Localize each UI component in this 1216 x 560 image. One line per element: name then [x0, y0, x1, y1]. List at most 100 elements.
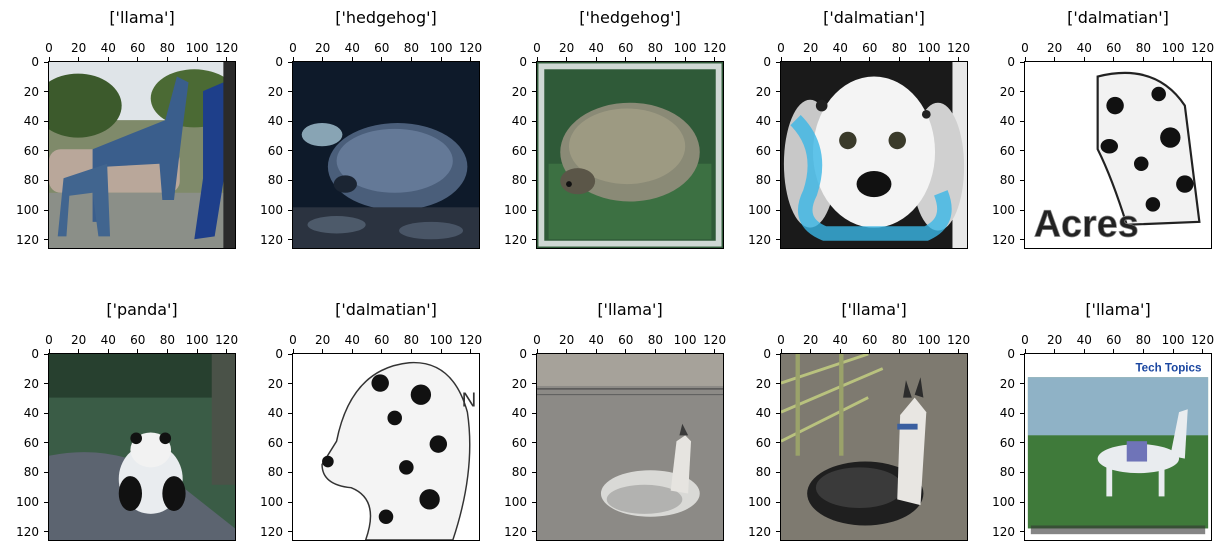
- y-tick-mark: [776, 353, 781, 355]
- y-tick-mark: [776, 383, 781, 385]
- y-tick-label: 20: [511, 376, 527, 391]
- x-tick-mark: [1083, 349, 1085, 354]
- y-tick-mark: [532, 412, 537, 414]
- y-tick-label: 0: [1007, 55, 1015, 69]
- x-tick-label: 0: [45, 41, 53, 55]
- x-tick-label: 20: [314, 333, 331, 347]
- y-tick-label: 40: [755, 406, 771, 421]
- y-tick-mark: [1020, 179, 1025, 181]
- x-tick-mark: [351, 349, 353, 354]
- x-tick-mark: [780, 57, 782, 62]
- y-tick-mark: [288, 239, 293, 241]
- x-tick-mark: [839, 349, 841, 354]
- y-tick-mark: [532, 209, 537, 211]
- subplot-title: ['panda']: [106, 300, 178, 319]
- x-tick-mark: [928, 57, 930, 62]
- subplot-panel: ['panda'] 0 20 40 60 80 100 120 0 20 40 60 80 100 120: [0, 292, 244, 560]
- y-tick-label: 100: [748, 203, 771, 218]
- y-tick-label: 100: [260, 495, 283, 510]
- subplot-title: ['dalmatian']: [335, 300, 437, 319]
- y-tick-mark: [288, 91, 293, 93]
- svg-text:N: N: [462, 389, 477, 411]
- x-tick-label: 0: [45, 333, 53, 347]
- x-tick-mark: [958, 349, 960, 354]
- y-tick-mark: [1020, 442, 1025, 444]
- y-tick-mark: [532, 239, 537, 241]
- subplot-title: ['dalmatian']: [823, 8, 925, 27]
- y-tick-mark: [1020, 383, 1025, 385]
- x-tick-label: 100: [917, 333, 941, 347]
- y-tick-label: 80: [755, 465, 771, 480]
- x-tick-mark: [684, 349, 686, 354]
- y-tick-mark: [776, 209, 781, 211]
- x-tick-label: 40: [832, 333, 848, 347]
- x-tick-mark: [226, 349, 228, 354]
- y-tick-label: 0: [275, 347, 283, 361]
- y-tick-label: 120: [992, 524, 1015, 539]
- y-tick-mark: [532, 61, 537, 63]
- y-tick-mark: [44, 209, 49, 211]
- x-tick-mark: [351, 57, 353, 62]
- y-tick-mark: [44, 442, 49, 444]
- x-tick-mark: [440, 57, 442, 62]
- y-tick-mark: [532, 531, 537, 533]
- x-tick-label: 100: [429, 333, 453, 347]
- x-tick-mark: [78, 349, 80, 354]
- y-tick-mark: [776, 501, 781, 503]
- y-tick-mark: [44, 471, 49, 473]
- y-tick-label: 80: [267, 173, 283, 188]
- x-tick-label: 80: [159, 41, 176, 55]
- subplot-panel: ['dalmatian'] 0 20 40 60 80 100 120 0 20 40 60 80 10…: [732, 0, 976, 268]
- x-tick-mark: [780, 349, 782, 354]
- y-tick-label: 80: [511, 465, 527, 480]
- y-tick-mark: [776, 150, 781, 152]
- y-tick-mark: [288, 61, 293, 63]
- y-tick-mark: [44, 412, 49, 414]
- y-tick-mark: [776, 471, 781, 473]
- x-tick-label: 0: [533, 41, 541, 55]
- x-tick-mark: [958, 57, 960, 62]
- y-tick-label: 120: [992, 232, 1015, 247]
- x-tick-label: 100: [917, 41, 941, 55]
- image-axes: 0 20 40 60 80 100 120 0 20 40 60 80 100 120: [504, 334, 726, 541]
- x-tick-mark: [810, 349, 812, 354]
- x-tick-label: 120: [703, 41, 727, 55]
- subplot-title: ['llama']: [109, 8, 175, 27]
- x-tick-mark: [654, 349, 656, 354]
- y-tick-mark: [1020, 209, 1025, 211]
- x-tick-label: 80: [1135, 41, 1152, 55]
- y-tick-mark: [44, 531, 49, 533]
- y-tick-label: 40: [511, 114, 527, 129]
- y-tick-mark: [288, 150, 293, 152]
- subplot-panel: ['llama'] 0 20 40 60 80 100 120 0 20 40 60 80 100 120: [488, 292, 732, 560]
- y-tick-mark: [532, 501, 537, 503]
- image-axes: 0 20 40 60 80 100 120 0 20 40 60 80 100 120: [260, 42, 482, 249]
- y-tick-mark: [44, 501, 49, 503]
- y-tick-mark: [532, 353, 537, 355]
- y-tick-label: 0: [763, 347, 771, 361]
- y-tick-label: 120: [748, 524, 771, 539]
- image-grid: ['llama'] 0 20 40 60 80 100 120 0 20 40 60 80 100 120…: [16, 0, 1214, 541]
- x-tick-label: 0: [533, 333, 541, 347]
- x-tick-label: 40: [100, 41, 116, 55]
- y-tick-label: 40: [511, 406, 527, 421]
- sample-image: [49, 62, 235, 248]
- x-tick-mark: [48, 57, 50, 62]
- x-tick-label: 40: [832, 41, 848, 55]
- x-tick-mark: [1202, 349, 1204, 354]
- y-tick-label: 0: [275, 55, 283, 69]
- y-tick-mark: [776, 239, 781, 241]
- subplot-panel: ['llama'] 0 20 40 60 80 100 120 0 20 40 60 80 100 120: [732, 292, 976, 560]
- x-tick-label: 40: [1076, 333, 1092, 347]
- y-tick-label: 60: [755, 143, 771, 158]
- y-tick-mark: [776, 120, 781, 122]
- x-tick-mark: [48, 349, 50, 354]
- x-tick-mark: [625, 349, 627, 354]
- sample-image: [781, 354, 967, 540]
- y-tick-mark: [1020, 239, 1025, 241]
- y-tick-mark: [1020, 531, 1025, 533]
- x-tick-mark: [381, 57, 383, 62]
- x-tick-label: 120: [703, 333, 727, 347]
- x-tick-mark: [1142, 57, 1144, 62]
- y-tick-label: 20: [23, 84, 39, 99]
